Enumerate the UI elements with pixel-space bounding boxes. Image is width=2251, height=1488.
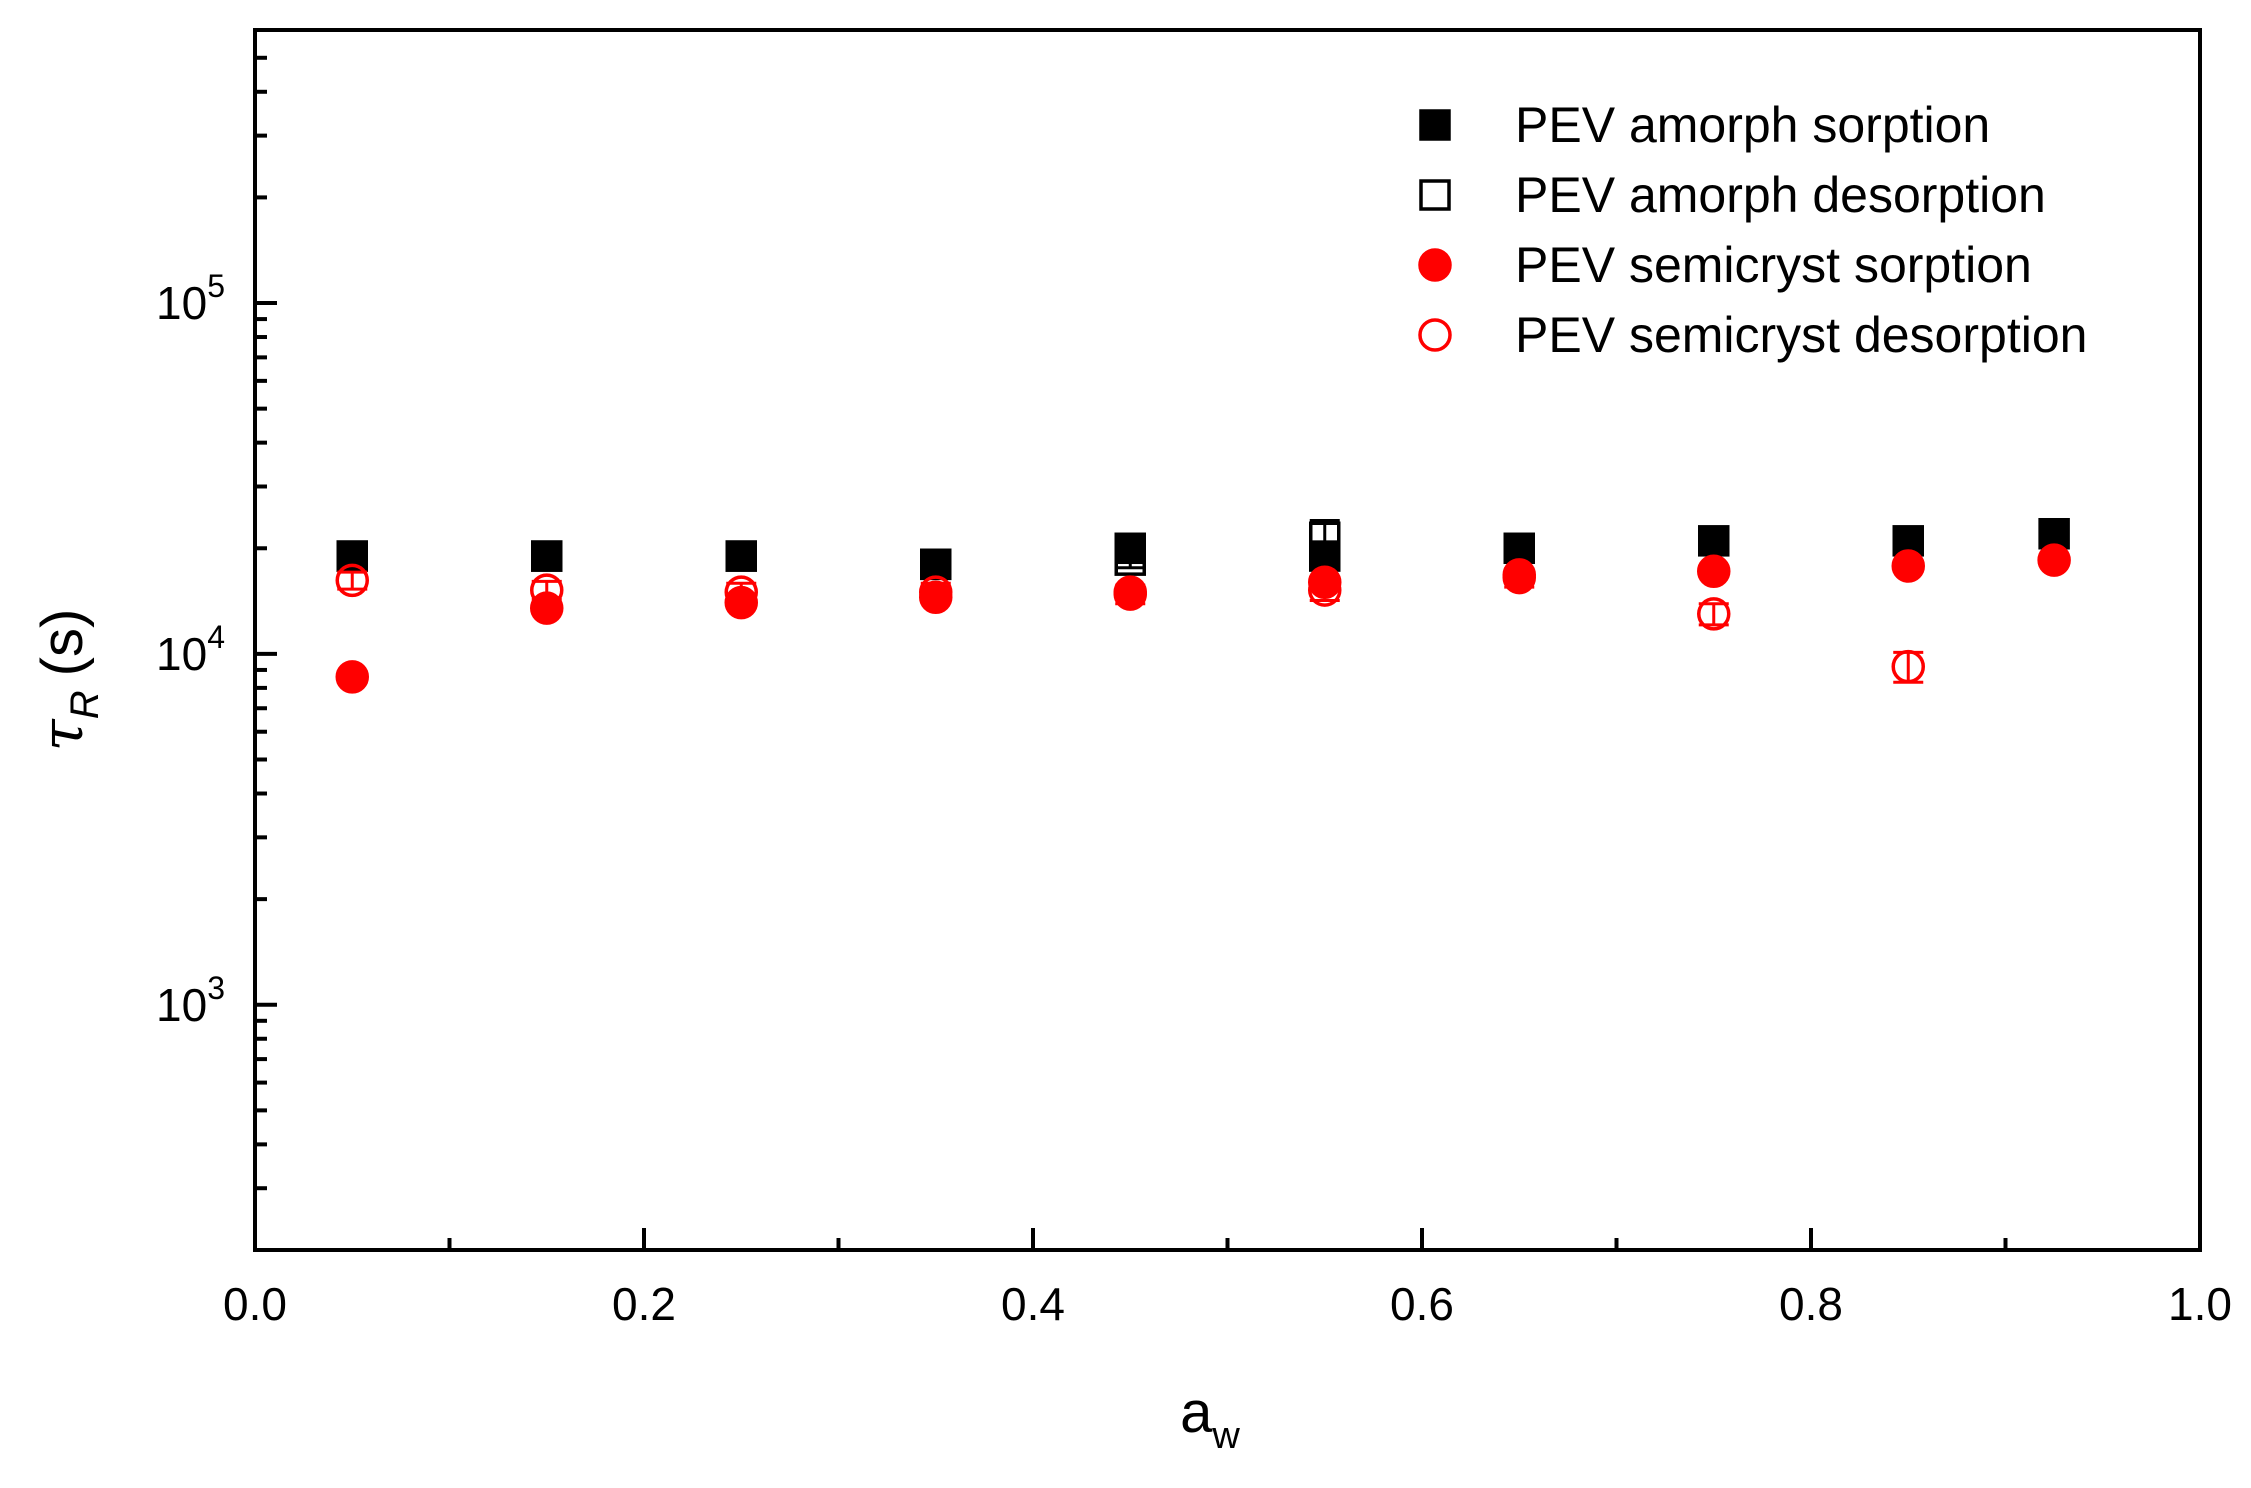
x-tick-label: 0.6	[1390, 1278, 1454, 1330]
x-tick-label: 0.0	[223, 1278, 287, 1330]
data-point	[335, 563, 369, 598]
x-tick-label: 0.8	[1779, 1278, 1843, 1330]
data-point	[530, 573, 564, 607]
series-2	[335, 543, 2071, 694]
legend-label: PEV semicryst desorption	[1515, 307, 2087, 363]
y-tick-label: 105	[156, 268, 225, 329]
data-point	[336, 540, 368, 572]
series-1	[336, 518, 1341, 581]
legend-label: PEV amorph desorption	[1515, 167, 2046, 223]
data-point	[531, 540, 563, 572]
legend-marker	[1418, 318, 1452, 352]
data-markers	[335, 517, 2071, 694]
x-tick-label: 0.4	[1001, 1278, 1065, 1330]
data-point	[1891, 649, 1925, 684]
data-point	[1309, 521, 1341, 553]
x-axis-title-sub: w	[1211, 1415, 1240, 1457]
y-tick-label: 104	[156, 619, 225, 680]
legend-marker	[1418, 248, 1452, 282]
y-tick-label: 103	[156, 970, 225, 1031]
series-3	[335, 560, 1925, 684]
x-tick-label: 1.0	[2168, 1278, 2232, 1330]
data-point	[1503, 532, 1535, 565]
legend: PEV amorph sorption PEV amorph desorption…	[1418, 97, 2087, 363]
legend-marker	[1419, 109, 1451, 141]
legend-label: PEV amorph sorption	[1515, 97, 1990, 153]
data-point	[919, 575, 953, 609]
x-axis-title: aw	[1180, 1380, 1240, 1457]
data-point	[335, 660, 369, 694]
y-axis: 103 104 105	[156, 28, 277, 1252]
data-point	[1891, 549, 1925, 583]
series-0	[336, 517, 2070, 581]
data-point	[1698, 525, 1730, 557]
data-point	[724, 575, 758, 609]
data-point	[1502, 560, 1536, 595]
data-point	[2037, 543, 2071, 577]
legend-label: PEV semicryst sorption	[1515, 237, 2032, 293]
x-axis: 0.0 0.2 0.4 0.6 0.8 1.0	[223, 1228, 2232, 1330]
data-point	[1114, 544, 1146, 576]
y-axis-title-sub: R	[63, 690, 107, 719]
y-axis-title-unit: (s)	[30, 609, 95, 677]
x-tick-label: 0.2	[612, 1278, 676, 1330]
y-axis-title: τR(s)	[28, 609, 107, 752]
data-point	[1113, 577, 1147, 611]
legend-marker	[1419, 179, 1451, 211]
data-point	[1308, 573, 1342, 607]
data-point	[1697, 597, 1731, 631]
data-point	[725, 540, 757, 572]
data-point	[1697, 554, 1731, 589]
